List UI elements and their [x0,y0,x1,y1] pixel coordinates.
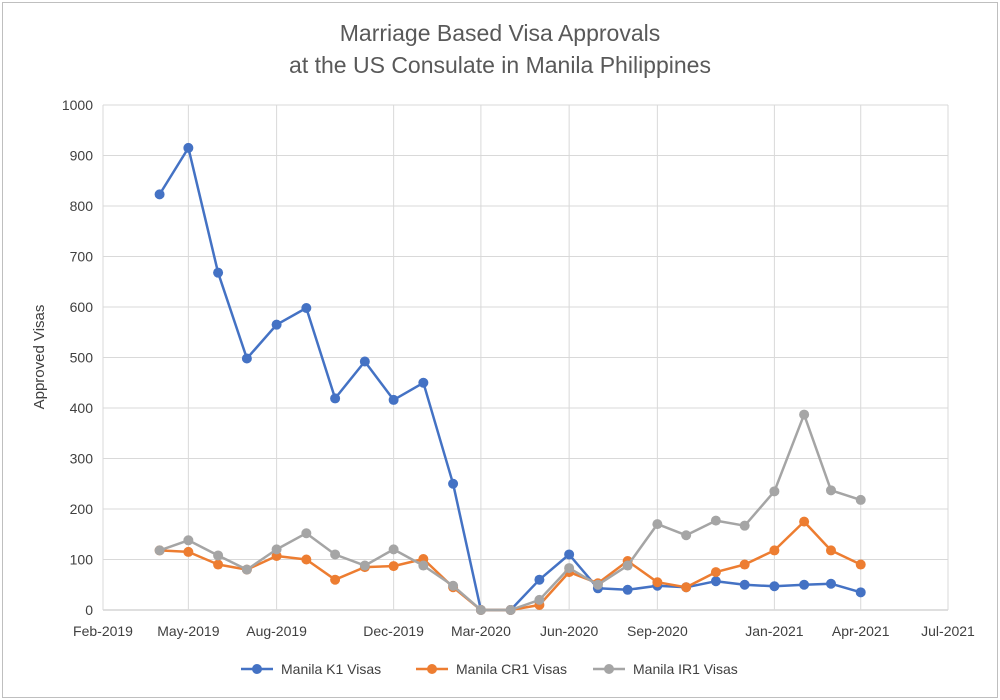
y-axis-label: Approved Visas [31,305,48,410]
manila-ir1-visas-point [448,580,459,591]
manila-ir1-visas-point [271,544,282,555]
manila-k1-visas-point [448,478,459,489]
legend-marker [252,664,262,674]
manila-k1-visas-point [564,549,575,560]
legend-marker [604,664,614,674]
x-axis-ticks: Feb-2019 May-2019 Aug-2019 Dec-2019 Mar-2020… [73,623,975,639]
manila-ir1-visas-point [825,485,836,496]
y-tick-label: 800 [70,198,94,214]
legend-marker [427,664,437,674]
manila-cr1-visas-point [799,516,810,527]
manila-ir1-visas-point [475,605,486,615]
y-axis-ticks: 0 100 200 300 400 500 600 700 800 900 1000 [62,97,93,618]
manila-k1-visas-point [825,578,836,589]
manila-cr1-visas-point [183,546,194,557]
manila-k1-visas-point [388,394,399,405]
manila-k1-visas-point [241,353,252,364]
manila-cr1-visas-line [159,520,862,612]
manila-k1-visas-point [710,576,721,587]
manila-cr1-visas-point [855,559,866,570]
manila-k1-visas-point [622,584,633,595]
manila-cr1-visas-point [330,574,341,585]
x-tick-label: Jun-2020 [540,623,599,639]
x-tick-label: Dec-2019 [363,623,424,639]
manila-ir1-visas-point [622,560,633,571]
gridlines [102,104,949,611]
manila-ir1-visas-point [799,409,810,420]
x-tick-label: Aug-2019 [246,623,307,639]
manila-k1-visas-point [739,579,750,590]
manila-k1-visas-point [301,303,312,314]
legend-label: Manila IR1 Visas [633,661,738,677]
manila-k1-visas-point [855,587,866,598]
manila-ir1-visas-point [534,594,545,605]
manila-cr1-visas-point [710,567,721,578]
manila-cr1-visas-point [739,559,750,570]
manila-cr1-visas-point [652,577,663,588]
chart-title-line-2: at the US Consulate in Manila Philippine… [289,52,711,78]
manila-ir1-visas-point [505,605,516,615]
y-tick-label: 600 [70,299,94,315]
manila-cr1-visas-point [213,559,224,570]
manila-ir1-visas-point [564,563,575,574]
manila-ir1-visas-point [183,535,194,546]
manila-k1-visas-point [330,393,341,404]
manila-cr1-visas-point [388,561,399,572]
manila-ir1-visas-point [769,486,780,497]
series-lines [154,142,866,615]
manila-k1-visas-point [769,581,780,592]
manila-ir1-visas-point [652,519,663,530]
manila-k1-visas-point [359,356,370,367]
manila-ir1-visas-point [388,544,399,555]
manila-ir1-visas-point [301,528,312,539]
manila-ir1-visas-point [213,550,224,561]
manila-k1-visas-point [183,142,194,153]
manila-cr1-visas-point [769,545,780,556]
manila-ir1-visas-point [418,560,429,571]
manila-k1-visas-point [799,579,810,590]
y-tick-label: 200 [70,501,94,517]
manila-ir1-visas-point [592,579,603,590]
y-tick-label: 100 [70,552,94,568]
legend-label: Manila CR1 Visas [456,661,567,677]
legend: Manila K1 Visas Manila CR1 Visas Manila IR… [241,661,738,677]
manila-ir1-visas-point [855,494,866,505]
y-tick-label: 500 [70,350,94,366]
manila-cr1-visas-point [681,582,692,593]
y-tick-label: 700 [70,249,94,265]
x-tick-label: Sep-2020 [627,623,688,639]
y-tick-label: 900 [70,148,94,164]
y-tick-label: 0 [85,602,93,618]
manila-k1-visas-point [271,319,282,330]
x-tick-label: Mar-2020 [451,623,511,639]
y-tick-label: 1000 [62,97,93,113]
x-tick-label: Apr-2021 [832,623,890,639]
manila-ir1-visas-point [681,530,692,541]
chart-title-line-1: Marriage Based Visa Approvals [340,20,660,46]
manila-cr1-visas-point [825,545,836,556]
manila-ir1-visas-point [330,549,341,560]
manila-ir1-visas-point [359,560,370,571]
manila-k1-visas-point [534,574,545,585]
y-tick-label: 300 [70,451,94,467]
manila-ir1-visas-point [154,545,165,556]
manila-ir1-visas-line [159,413,862,612]
manila-ir1-visas-point [739,520,750,531]
x-tick-label: Jan-2021 [745,623,804,639]
x-tick-label: May-2019 [157,623,219,639]
x-tick-label: Feb-2019 [73,623,133,639]
manila-ir1-visas-point [241,564,252,575]
manila-k1-visas-point [213,267,224,278]
x-tick-label: Jul-2021 [921,623,975,639]
manila-k1-visas-point [418,377,429,388]
y-tick-label: 400 [70,400,94,416]
manila-cr1-visas-point [301,554,312,565]
manila-ir1-visas-point [710,515,721,526]
manila-k1-visas-point [154,189,165,200]
manila-k1-visas-line [158,146,862,612]
legend-label: Manila K1 Visas [281,661,381,677]
